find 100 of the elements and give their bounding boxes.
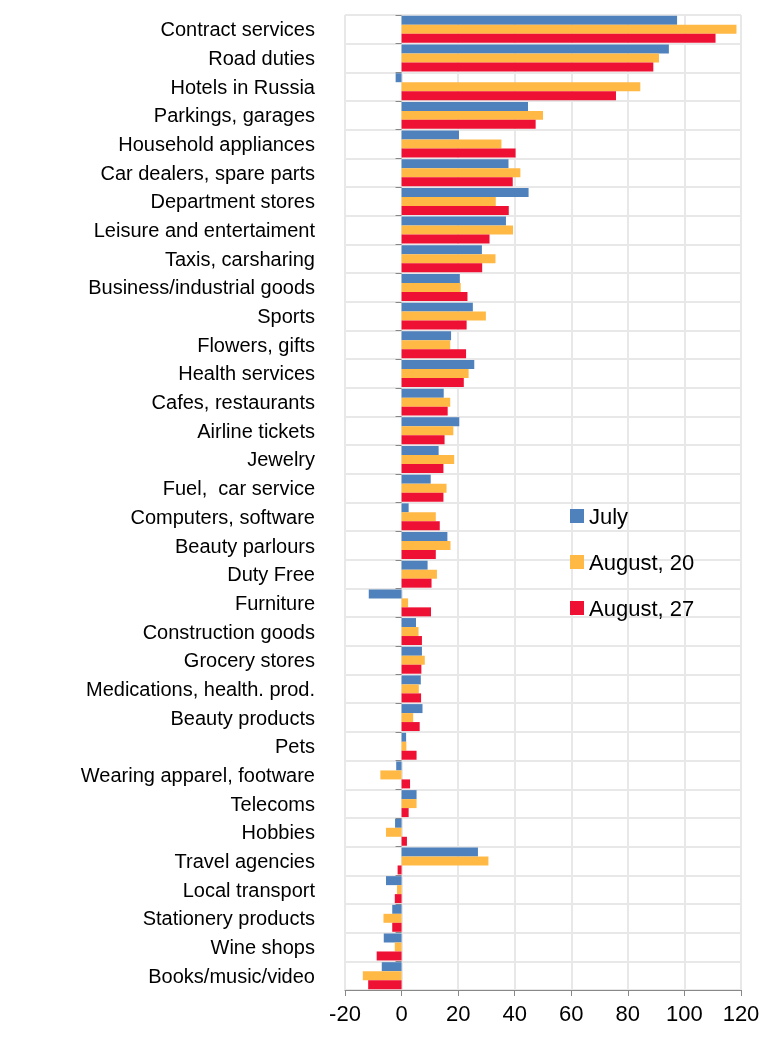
bar — [392, 904, 402, 914]
bar — [401, 627, 419, 637]
y-tick-label: Hotels in Russia — [170, 75, 316, 98]
bar — [401, 492, 444, 502]
bar — [401, 320, 467, 330]
bar — [401, 446, 439, 455]
x-tick-label: 120 — [722, 1000, 760, 1026]
y-tick-label: Computers, software — [130, 505, 315, 528]
bar — [362, 971, 402, 981]
bar — [401, 569, 437, 579]
y-tick-label: Stationery products — [142, 907, 315, 930]
bar — [401, 578, 432, 588]
bar — [401, 704, 423, 714]
y-tick-label: Taxis, carsharing — [164, 247, 315, 270]
y-tick-label: Jewelry — [247, 448, 315, 471]
bar — [401, 187, 529, 197]
y-tick-label: Parkings, garages — [153, 104, 315, 127]
bar — [401, 311, 486, 321]
bar — [368, 589, 402, 599]
bar — [401, 664, 422, 674]
bar — [401, 273, 460, 283]
y-tick-label: Books/music/video — [148, 964, 315, 987]
bar — [401, 291, 468, 301]
bar — [401, 722, 420, 732]
bar — [392, 922, 402, 932]
x-tick-label: 100 — [666, 1000, 703, 1026]
bar — [401, 119, 536, 129]
bar — [401, 598, 409, 608]
legend-label: July — [589, 503, 629, 529]
y-tick-label: Furniture — [234, 591, 315, 614]
bar — [397, 865, 402, 875]
y-tick-label: Beauty products — [170, 706, 315, 729]
bar — [401, 463, 444, 473]
x-tick-label: 40 — [502, 1000, 527, 1026]
bar — [401, 503, 409, 513]
bar — [401, 168, 521, 178]
y-tick-label: Road duties — [208, 47, 315, 70]
y-tick-label: Contract services — [160, 18, 315, 41]
bar — [401, 139, 502, 149]
x-tick-label: 20 — [445, 1000, 471, 1026]
y-tick-label: Beauty parlours — [174, 534, 315, 557]
y-tick-label: Airline tickets — [197, 419, 315, 442]
bar — [401, 33, 716, 43]
bar — [401, 263, 483, 273]
y-tick-label: Medications, health. prod. — [85, 677, 315, 700]
bar — [401, 607, 431, 617]
bar — [401, 110, 543, 120]
bar — [386, 827, 402, 837]
y-tick-label: Construction goods — [142, 620, 315, 643]
bar — [401, 799, 417, 809]
bar — [401, 779, 411, 789]
bar — [386, 876, 402, 886]
bar — [401, 234, 490, 244]
bar — [401, 406, 448, 416]
bar — [401, 847, 478, 857]
bar — [401, 388, 444, 398]
bar — [394, 942, 402, 952]
bar — [395, 73, 402, 83]
bar — [401, 693, 422, 703]
bar — [401, 618, 416, 628]
y-tick-label: Travel agencies — [174, 849, 315, 872]
bar — [401, 130, 459, 140]
bar — [401, 684, 419, 694]
bar — [401, 454, 455, 464]
bar — [401, 302, 473, 312]
bar — [401, 225, 514, 235]
bar — [401, 655, 425, 665]
x-tick-label: 0 — [395, 1000, 408, 1026]
x-tick-label: -20 — [329, 1000, 361, 1026]
bar — [401, 426, 454, 436]
y-tick-label: Grocery stores — [183, 649, 315, 672]
bar — [401, 417, 460, 427]
y-tick-label: Health services — [178, 362, 315, 385]
x-tick-label: 60 — [559, 1000, 584, 1026]
legend-label: August, 20 — [589, 549, 695, 575]
bar — [401, 713, 414, 723]
bar — [380, 770, 402, 780]
y-tick-label: Sports — [257, 305, 315, 328]
y-tick-label: Local transport — [182, 878, 316, 901]
bar — [401, 44, 669, 54]
bar — [401, 340, 451, 350]
bar — [396, 761, 402, 771]
bar — [401, 349, 467, 359]
bar — [401, 636, 422, 646]
bar — [401, 216, 506, 226]
y-tick-label: Household appliances — [118, 133, 315, 156]
y-tick-label: Car dealers, spare parts — [100, 161, 315, 184]
bar — [401, 159, 509, 169]
bar — [401, 435, 445, 445]
y-tick-label: Hobbies — [241, 821, 315, 844]
bar — [401, 196, 496, 206]
bar — [401, 808, 409, 818]
bar — [401, 148, 516, 158]
bar — [376, 951, 402, 961]
y-tick-label: Business/industrial goods — [88, 276, 315, 299]
bar — [401, 82, 641, 92]
y-tick-label: Fuel, car service — [162, 477, 315, 500]
bar — [401, 368, 469, 378]
bar — [395, 818, 402, 828]
bar — [401, 750, 417, 760]
